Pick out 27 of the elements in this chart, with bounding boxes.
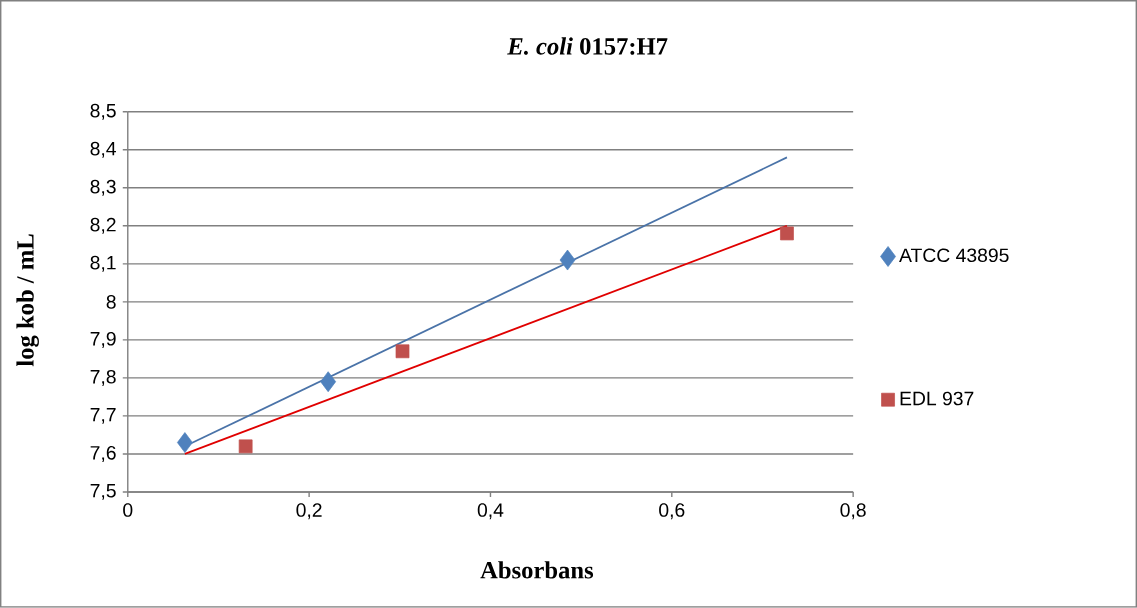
chart-title: E. coli 0157:H7: [507, 37, 668, 55]
y-axis-title: log kob / mL: [16, 234, 39, 367]
y-tick-label: 7,7: [90, 408, 116, 424]
y-tick-label: 8: [106, 295, 116, 309]
x-tick-label: 0,2: [296, 503, 322, 520]
point: [559, 249, 576, 271]
x-tick-label: 0,4: [477, 503, 504, 520]
legend-label: ATCC 43895: [899, 248, 1009, 263]
x-axis-title: Absorbans: [480, 561, 594, 579]
y-tick-label: 8,3: [90, 179, 116, 196]
y-tick-label: 7,5: [90, 484, 116, 500]
y-tick-label: 7,6: [90, 446, 116, 463]
x-tick-label: 0: [123, 503, 133, 518]
point: [320, 371, 337, 393]
point: [395, 344, 410, 359]
x-tick-label: 0,8: [840, 503, 866, 520]
y-tick-label: 8,5: [90, 103, 116, 120]
y-tick-label: 7,9: [90, 332, 116, 349]
y-tick-label: 8,1: [90, 256, 116, 272]
point: [238, 439, 253, 454]
y-tick-label: 8,2: [90, 217, 116, 234]
y-tick-label: 8,4: [90, 141, 116, 158]
y-tick-label: 7,8: [90, 370, 116, 387]
x-tick-label: 0,6: [659, 503, 685, 520]
point: [780, 226, 794, 241]
legend-label: EDL 937: [900, 391, 974, 406]
point: [177, 432, 193, 454]
